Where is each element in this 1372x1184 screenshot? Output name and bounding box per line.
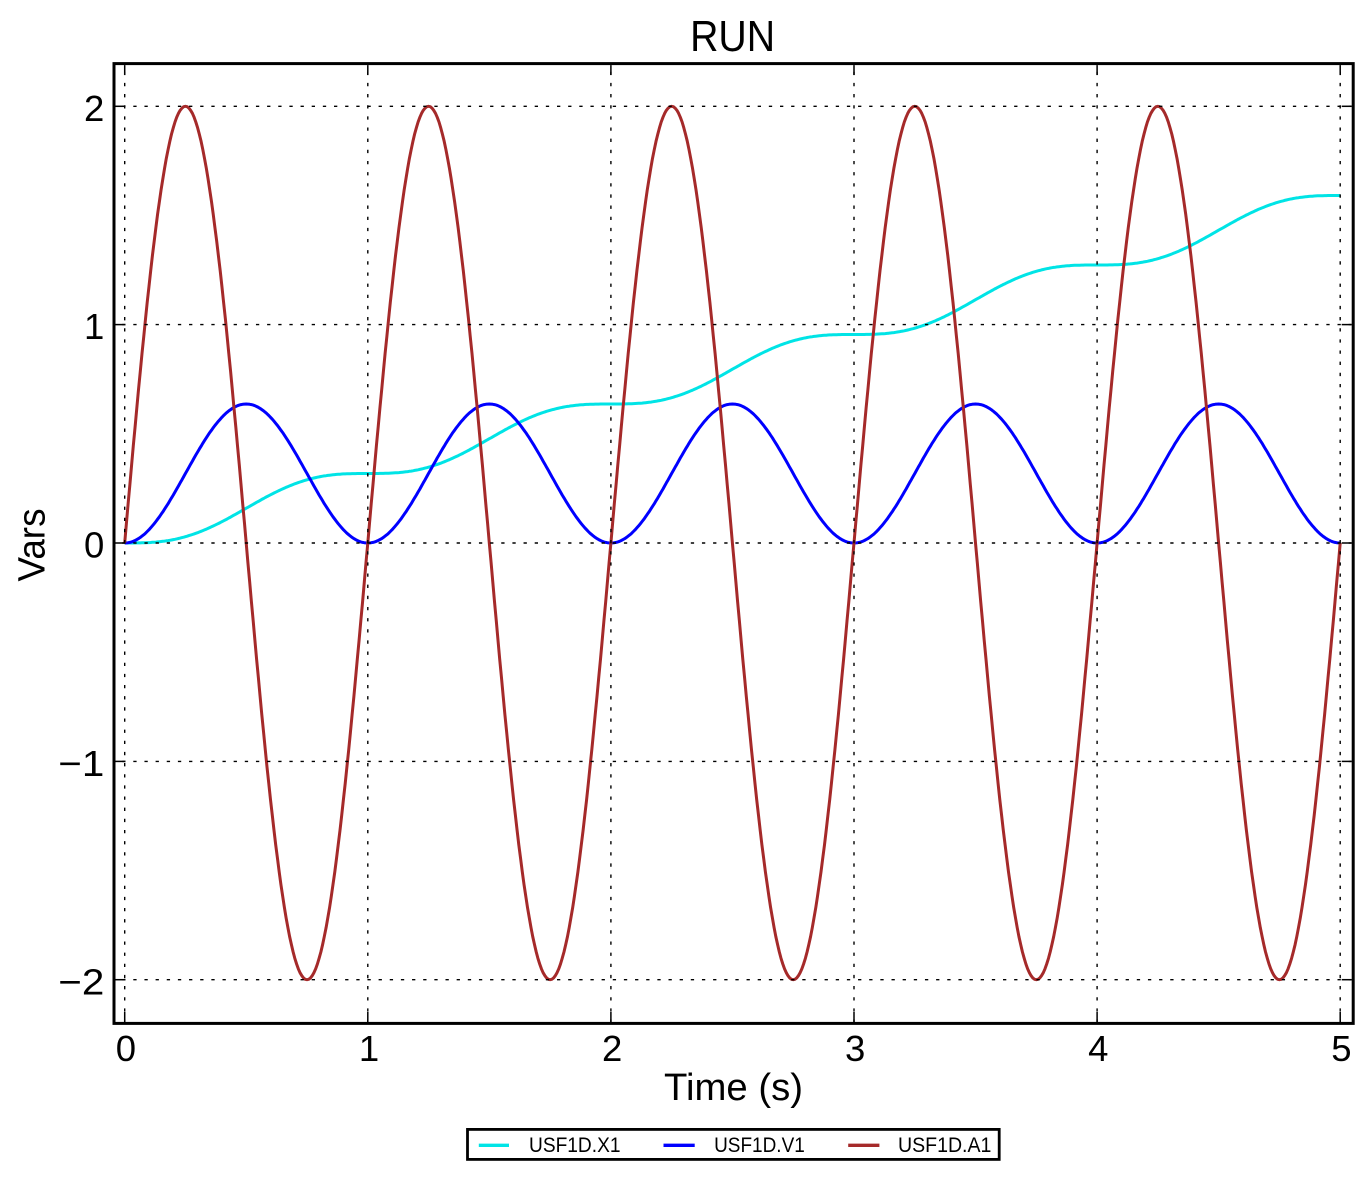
svg-text:4: 4 <box>1088 1028 1108 1069</box>
svg-text:USF1D.X1: USF1D.X1 <box>529 1134 621 1157</box>
svg-text:RUN: RUN <box>690 13 775 61</box>
svg-text:2: 2 <box>84 88 104 129</box>
svg-text:−1: −1 <box>58 743 104 784</box>
svg-text:5: 5 <box>1331 1028 1351 1069</box>
svg-text:2: 2 <box>602 1028 622 1069</box>
svg-text:−2: −2 <box>58 961 104 1002</box>
svg-text:USF1D.A1: USF1D.A1 <box>898 1134 991 1157</box>
svg-text:3: 3 <box>845 1028 865 1069</box>
svg-text:1: 1 <box>359 1028 379 1069</box>
svg-text:Time (s): Time (s) <box>664 1067 803 1109</box>
svg-text:0: 0 <box>116 1028 136 1069</box>
svg-text:USF1D.V1: USF1D.V1 <box>714 1134 805 1157</box>
svg-text:1: 1 <box>84 306 104 347</box>
svg-text:0: 0 <box>84 525 104 566</box>
svg-text:Vars: Vars <box>12 509 54 582</box>
